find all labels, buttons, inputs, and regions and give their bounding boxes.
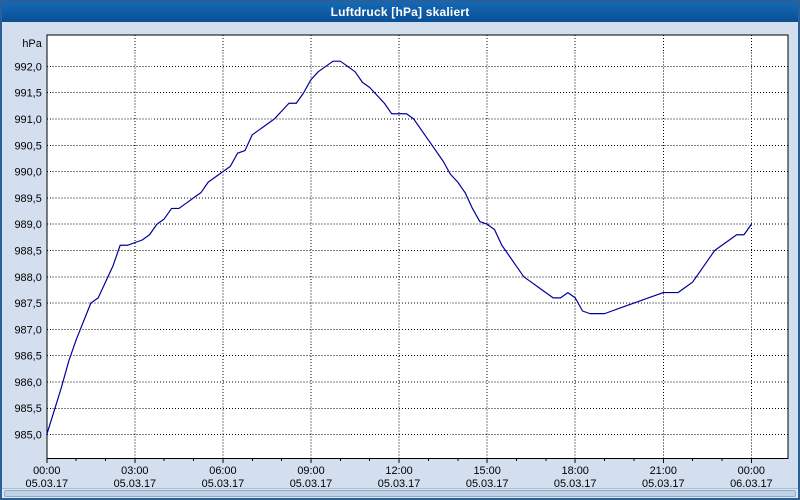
x-tick-label: 18:00 <box>562 465 589 477</box>
x-tick-label: 15:00 <box>473 465 500 477</box>
y-tick-label: 992,0 <box>14 61 41 73</box>
pressure-line <box>46 60 752 436</box>
y-tick-label: 985,0 <box>14 430 41 442</box>
window-title: Luftdruck [hPa] skaliert <box>330 5 470 19</box>
x-date-label: 05.03.17 <box>466 478 509 488</box>
y-tick-label: 991,5 <box>14 88 41 100</box>
y-tick-label: 987,5 <box>14 298 41 310</box>
x-tick-label: 06:00 <box>209 465 236 477</box>
y-tick-label: 989,0 <box>14 219 41 231</box>
y-tick-label: 985,5 <box>14 403 41 415</box>
y-tick-label: 991,0 <box>14 114 41 126</box>
x-date-label: 05.03.17 <box>642 478 685 488</box>
x-date-label: 05.03.17 <box>554 478 597 488</box>
x-date-label: 05.03.17 <box>378 478 421 488</box>
x-tick-label: 09:00 <box>297 465 324 477</box>
pressure-chart: 985,0 985,5 986,0 986,5 987,0 987,5 988,0 988,5… <box>14 34 789 488</box>
x-tick-label: 03:00 <box>121 465 148 477</box>
x-tick-label: 00:00 <box>33 465 60 477</box>
x-date-label: 05.03.17 <box>114 478 157 488</box>
x-tick-label: 21:00 <box>650 465 677 477</box>
y-tick-label: 990,5 <box>14 140 41 152</box>
y-tick-label: 988,5 <box>14 245 41 257</box>
x-date-label: 05.03.17 <box>290 478 333 488</box>
x-date-label: 05.03.17 <box>202 478 245 488</box>
title-bar: Luftdruck [hPa] skaliert <box>2 2 798 22</box>
y-tick-label: 989,5 <box>14 193 41 205</box>
y-tick-label: 990,0 <box>14 167 41 179</box>
y-tick-label: 986,0 <box>14 377 41 389</box>
horizontal-scrollbar[interactable] <box>2 488 798 498</box>
scrollbar-thumb[interactable] <box>4 490 796 497</box>
y-tick-label: 986,5 <box>14 351 41 363</box>
x-tick-label: 00:00 <box>738 465 765 477</box>
y-tick-label: 988,0 <box>14 272 41 284</box>
plot-area <box>46 34 789 459</box>
y-axis-title: hPa <box>22 38 42 50</box>
y-tick-label: 987,0 <box>14 324 41 336</box>
x-date-label: 05.03.17 <box>26 478 69 488</box>
x-tick-label: 12:00 <box>385 465 412 477</box>
x-date-label: 06.03.17 <box>730 478 773 488</box>
